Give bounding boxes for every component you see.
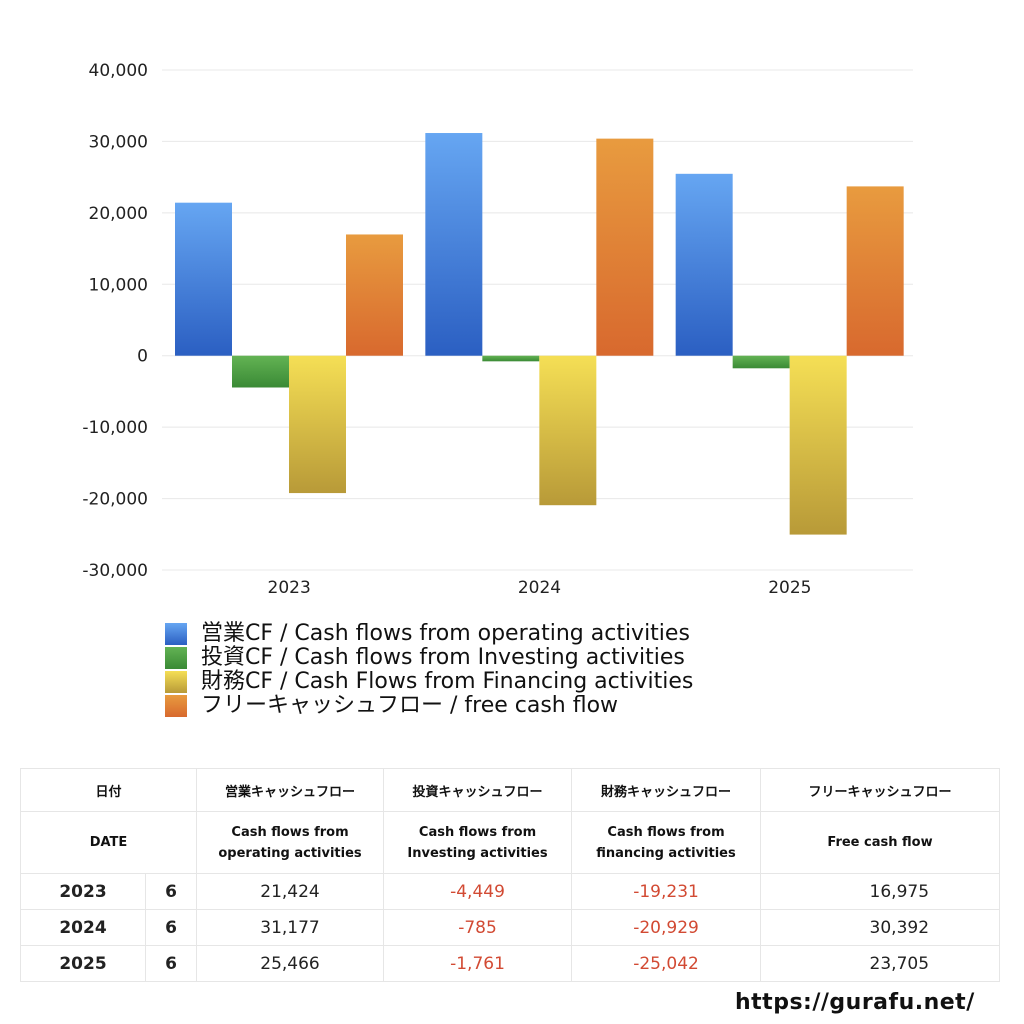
- header-date-en: DATE: [19, 811, 198, 874]
- legend-label-operating: 営業CF / Cash flows from operating activit…: [201, 621, 690, 646]
- site-url[interactable]: https://gurafu.net/: [735, 990, 975, 1015]
- row-op: 21,424: [196, 873, 385, 910]
- y-tick-label: 20,000: [89, 204, 148, 224]
- x-tick-label: 2024: [518, 578, 561, 598]
- legend-item-free: フリーキャッシュフロー / free cash flow: [165, 694, 693, 718]
- bar-investing-2024: [482, 355, 540, 362]
- y-tick-label: 30,000: [89, 132, 148, 152]
- chart-legend: 営業CF / Cash flows from operating activit…: [165, 622, 693, 718]
- bar-operating-2023: [175, 202, 232, 356]
- header-fin-en: Cash flows from financing activities: [571, 811, 762, 874]
- header-inv-en: Cash flows from Investing activities: [383, 811, 573, 874]
- row-fin: -20,929: [571, 909, 762, 946]
- legend-swatch-financing: [165, 671, 187, 693]
- row-fin: -25,042: [571, 945, 762, 982]
- bar-financing-2024: [539, 355, 597, 506]
- bar-operating-2024: [425, 133, 483, 356]
- bar-free-2025: [846, 186, 904, 356]
- header-op-en: Cash flows from operating activities: [196, 811, 385, 874]
- row-month: 6: [144, 873, 198, 910]
- y-tick-label: -10,000: [82, 418, 148, 438]
- legend-item-financing: 財務CF / Cash Flows from Financing activit…: [165, 670, 693, 694]
- y-tick-label: 40,000: [89, 61, 148, 81]
- legend-item-operating: 営業CF / Cash flows from operating activit…: [165, 622, 693, 646]
- legend-swatch-operating: [165, 623, 187, 645]
- row-year: 2023: [20, 873, 146, 910]
- table-header-en: DATE Cash flows from operating activities…: [19, 811, 1001, 874]
- table-row: 2025 6 25,466 -1,761 -25,042 23,705: [20, 945, 1001, 982]
- table-row: 2023 6 21,424 -4,449 -19,231 16,975: [20, 873, 1001, 910]
- row-op: 25,466: [196, 945, 385, 982]
- row-free: 16,975: [760, 873, 1001, 910]
- row-year: 2025: [20, 945, 146, 982]
- row-inv: -1,761: [383, 945, 573, 982]
- legend-swatch-investing: [165, 647, 187, 669]
- legend-label-investing: 投資CF / Cash flows from Investing activit…: [201, 645, 685, 670]
- header-inv-jp: 投資キャッシュフロー: [383, 768, 573, 812]
- header-op-jp: 営業キャッシュフロー: [196, 768, 385, 812]
- row-free: 30,392: [760, 909, 1001, 946]
- table-header-jp: 日付 営業キャッシュフロー 投資キャッシュフロー 財務キャッシュフロー フリーキ…: [19, 768, 1001, 812]
- y-tick-label: -30,000: [82, 561, 148, 581]
- x-tick-label: 2023: [268, 578, 311, 598]
- bar-investing-2023: [232, 355, 289, 388]
- y-tick-label: 10,000: [89, 275, 148, 295]
- row-month: 6: [144, 909, 198, 946]
- bar-financing-2023: [289, 355, 346, 494]
- cash-flow-bar-chart: 40,000 30,000 20,000 10,000 0 -10,000 -20,000 -…: [82, 61, 913, 598]
- header-fin-jp: 財務キャッシュフロー: [571, 768, 762, 812]
- legend-swatch-free: [165, 695, 187, 717]
- row-op: 31,177: [196, 909, 385, 946]
- y-tick-label: -20,000: [82, 490, 148, 510]
- legend-item-investing: 投資CF / Cash flows from Investing activit…: [165, 646, 693, 670]
- header-free-en: Free cash flow: [760, 811, 1001, 874]
- row-inv: -4,449: [383, 873, 573, 910]
- bar-investing-2025: [732, 355, 790, 369]
- header-free-jp: フリーキャッシュフロー: [760, 768, 1001, 812]
- bar-free-2024: [596, 138, 654, 356]
- row-month: 6: [144, 945, 198, 982]
- table-row: 2024 6 31,177 -785 -20,929 30,392: [20, 909, 1001, 946]
- row-inv: -785: [383, 909, 573, 946]
- cash-flow-table: 日付 営業キャッシュフロー 投資キャッシュフロー 財務キャッシュフロー フリーキ…: [19, 768, 1001, 982]
- y-tick-label: 0: [137, 347, 148, 367]
- header-date-jp: 日付: [19, 768, 198, 812]
- legend-label-free: フリーキャッシュフロー / free cash flow: [201, 693, 619, 718]
- row-fin: -19,231: [571, 873, 762, 910]
- row-free: 23,705: [760, 945, 1001, 982]
- x-tick-label: 2025: [768, 578, 811, 598]
- row-year: 2024: [20, 909, 146, 946]
- legend-label-financing: 財務CF / Cash Flows from Financing activit…: [201, 669, 694, 694]
- bar-financing-2025: [789, 355, 847, 535]
- bar-operating-2025: [675, 173, 733, 356]
- bar-free-2023: [346, 234, 403, 356]
